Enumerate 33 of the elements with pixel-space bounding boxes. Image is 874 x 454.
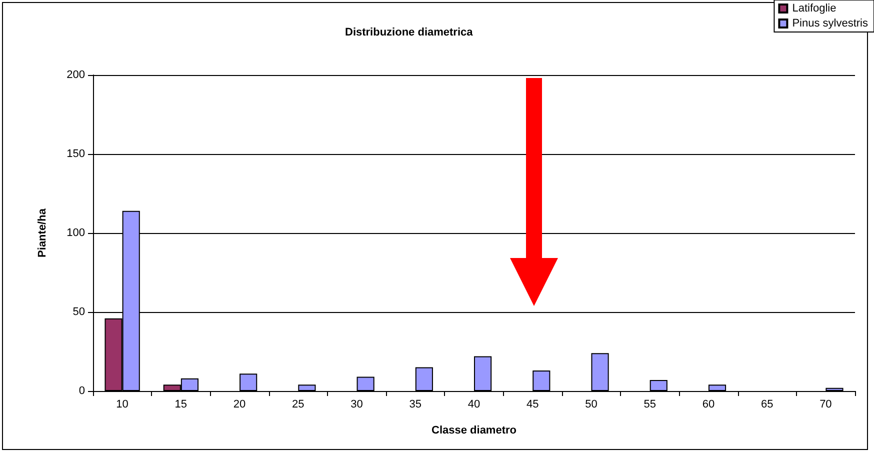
bar xyxy=(826,388,844,391)
y-tick-label: 50 xyxy=(72,306,85,318)
x-tick-label: 40 xyxy=(468,398,480,410)
chart-title: Distribuzione diametrica xyxy=(345,26,474,38)
x-tick-label: 70 xyxy=(820,398,832,410)
x-tick-label: 35 xyxy=(409,398,422,410)
bar xyxy=(591,353,609,391)
x-tick-label: 60 xyxy=(702,398,715,410)
y-tick-label: 150 xyxy=(66,148,85,160)
x-tick-label: 10 xyxy=(116,398,128,410)
bar xyxy=(415,367,433,391)
legend-label: Pinus sylvestris xyxy=(792,18,868,30)
y-tick-label: 200 xyxy=(66,69,85,81)
bar xyxy=(532,370,550,391)
y-axis-title: Piante/ha xyxy=(36,208,48,258)
bar xyxy=(356,376,374,391)
x-tick-label: 50 xyxy=(585,398,598,410)
bar xyxy=(650,380,668,391)
x-tick-label: 25 xyxy=(292,398,304,410)
bar xyxy=(474,356,492,391)
x-axis-title: Classe diametro xyxy=(432,424,517,436)
bar xyxy=(240,374,258,391)
x-tick-label: 20 xyxy=(233,398,246,410)
bar xyxy=(298,384,316,391)
x-tick-label: 15 xyxy=(174,398,188,410)
x-tick-label: 65 xyxy=(760,398,774,410)
x-tick-label: 45 xyxy=(526,398,539,410)
bar xyxy=(708,384,726,391)
legend-label: Latifoglie xyxy=(792,2,836,14)
y-tick-label: 100 xyxy=(66,227,85,239)
y-tick-label: 0 xyxy=(78,385,85,397)
x-tick-label: 55 xyxy=(644,398,656,410)
x-tick-label: 30 xyxy=(350,398,363,410)
